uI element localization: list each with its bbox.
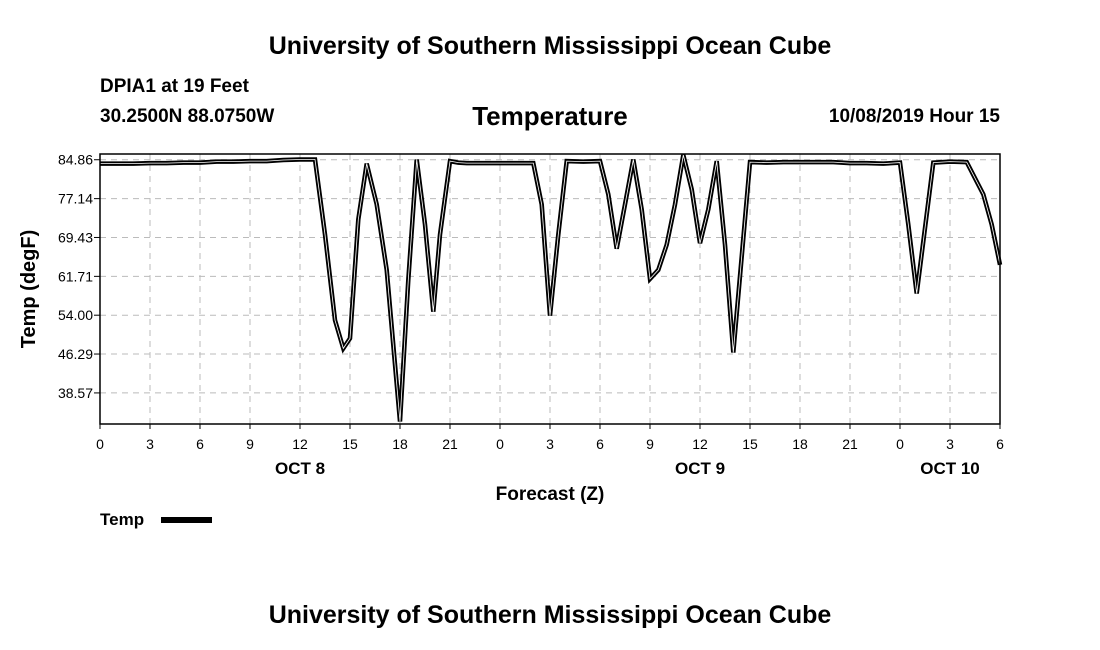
x-tick-label: 0 [896,436,904,452]
station-label: DPIA1 at 19 Feet [100,76,249,97]
x-tick-label: 12 [292,436,308,452]
chart-heading-bottom: University of Southern Mississippi Ocean… [268,601,832,629]
x-axis-label: Forecast (Z) [496,484,605,505]
x-day-label: OCT 8 [275,459,325,478]
x-tick-label: 0 [96,436,104,452]
x-tick-label: 9 [246,436,254,452]
x-tick-label: 15 [342,436,358,452]
y-tick-label: 54.00 [58,307,93,323]
x-tick-label: 18 [392,436,408,452]
x-day-label: OCT 9 [675,459,725,478]
x-tick-label: 3 [946,436,954,452]
forecast-timestamp: 10/08/2019 Hour 15 [828,106,1000,127]
x-tick-label: 9 [646,436,654,452]
x-ticks: 0 3 6 9 12 15 18 21 0 3 6 9 12 15 18 21 0 3 6 OCT 8 OCT 9 OCT… [96,424,1004,478]
series-line-temp [100,154,1003,422]
x-day-label: OCT 10 [920,459,980,478]
x-tick-label: 3 [146,436,154,452]
y-axis-label: Temp (degF) [18,230,40,349]
x-tick-label: 21 [842,436,858,452]
y-tick-label: 61.71 [58,268,93,284]
y-tick-label: 46.29 [58,346,93,362]
x-tick-label: 6 [596,436,604,452]
y-tick-label: 38.57 [58,385,93,401]
chart-heading-top: University of Southern Mississippi Ocean… [268,32,832,60]
y-tick-label: 69.43 [58,229,93,245]
x-tick-label: 0 [496,436,504,452]
x-tick-label: 21 [442,436,458,452]
y-tick-label: 77.14 [58,191,93,207]
x-tick-label: 12 [692,436,708,452]
x-tick-label: 6 [996,436,1004,452]
series-highlight-temp [100,154,1001,422]
x-tick-label: 15 [742,436,758,452]
x-tick-label: 6 [196,436,204,452]
series-layer [100,154,1003,422]
y-ticks: 84.86 77.14 69.43 61.71 54.00 46.29 38.57 [58,152,100,401]
chart-title: Temperature [472,101,628,131]
x-tick-label: 18 [792,436,808,452]
y-tick-label: 84.86 [58,152,93,168]
legend-label: Temp [100,510,144,529]
x-tick-label: 3 [546,436,554,452]
grid-lines [100,154,1000,424]
station-coordinates: 30.2500N 88.0750W [100,106,275,127]
